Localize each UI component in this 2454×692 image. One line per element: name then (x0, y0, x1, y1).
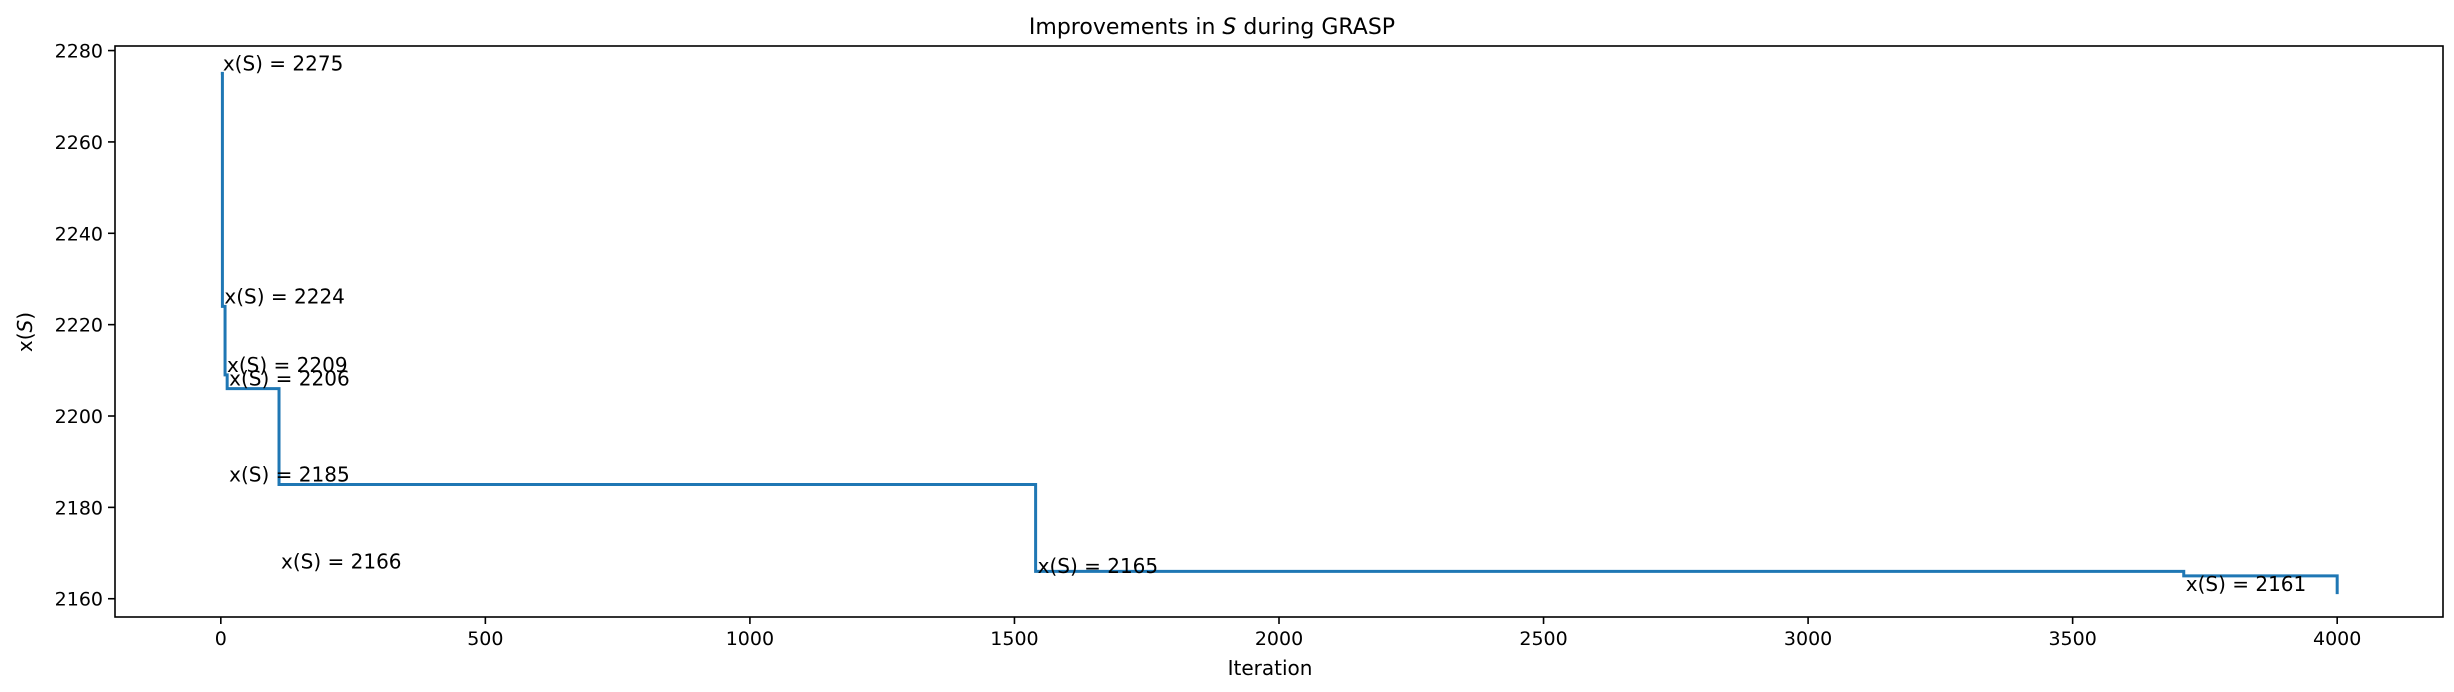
annotation-label: x(S) = 2206 (229, 367, 350, 391)
y-tick-label: 2220 (55, 315, 103, 337)
y-tick-label: 2260 (55, 132, 103, 154)
y-axis: 2160 2180 2200 2220 2240 2260 2280 (55, 41, 115, 611)
annotation-label: x(S) = 2166 (281, 549, 402, 573)
x-tick-label: 3000 (1784, 628, 1832, 650)
y-tick-label: 2200 (55, 406, 103, 428)
x-axis-label: Iteration (1228, 656, 1313, 680)
chart-title: Improvements in S during GRASP (1029, 15, 1395, 40)
x-tick-label: 3500 (2048, 628, 2096, 650)
x-tick-label: 1500 (990, 628, 1038, 650)
x-tick-label: 4000 (2313, 628, 2361, 650)
y-tick-label: 2240 (55, 223, 103, 245)
annotation-label: x(S) = 2209 (227, 353, 348, 377)
annotation-label: x(S) = 2161 (2186, 572, 2307, 596)
annotation-label: x(S) = 2165 (1038, 554, 1159, 578)
x-tick-label: 500 (467, 628, 503, 650)
annotation-label: x(S) = 2275 (223, 51, 344, 75)
x-axis: 0 500 1000 1500 2000 2500 3000 3500 4000 (215, 617, 2361, 650)
y-tick-label: 2280 (55, 41, 103, 63)
annotation-label: x(S) = 2224 (224, 284, 345, 308)
x-tick-label: 2500 (1519, 628, 1567, 650)
y-tick-label: 2160 (55, 589, 103, 611)
y-tick-label: 2180 (55, 497, 103, 519)
annotation-label: x(S) = 2185 (229, 463, 350, 487)
x-tick-label: 2000 (1255, 628, 1303, 650)
series-line (220, 71, 2339, 595)
plot-frame (114, 45, 2444, 618)
y-axis-label: x(S) (13, 312, 37, 352)
x-tick-label: 1000 (726, 628, 774, 650)
x-tick-label: 0 (215, 628, 227, 650)
